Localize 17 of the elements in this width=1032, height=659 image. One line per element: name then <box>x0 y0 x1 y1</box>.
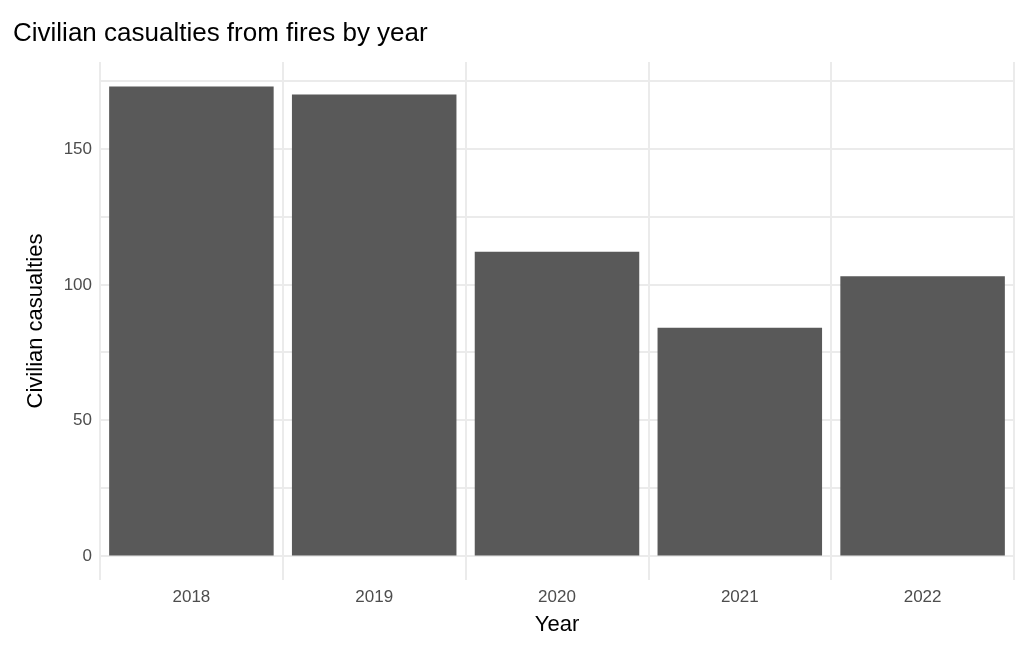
y-tick-label: 100 <box>63 274 92 294</box>
y-tick-label: 0 <box>82 546 92 566</box>
bar <box>109 86 274 556</box>
x-tick-label: 2018 <box>172 587 211 606</box>
y-tick-label: 150 <box>63 139 92 159</box>
bar <box>474 251 640 556</box>
bar <box>291 94 457 556</box>
bar <box>657 327 823 556</box>
chart-title: Civilian casualties from fires by year <box>13 17 429 47</box>
x-tick-label: 2022 <box>903 587 942 606</box>
y-tick-label: 50 <box>73 410 92 430</box>
y-axis-title: Civilian casualties <box>21 233 47 409</box>
bar <box>840 276 1005 556</box>
x-axis-title: Year <box>534 610 580 636</box>
x-tick-label: 2019 <box>355 587 394 606</box>
x-tick-label: 2020 <box>538 587 576 606</box>
x-tick-label: 2021 <box>720 587 759 606</box>
